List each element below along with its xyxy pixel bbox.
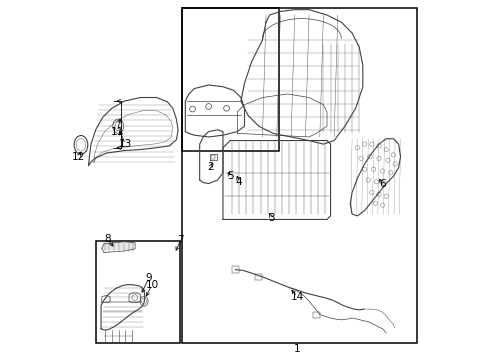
Bar — [255, 274, 262, 280]
Text: 7: 7 — [177, 235, 183, 245]
Text: 11: 11 — [111, 127, 124, 136]
Text: 14: 14 — [290, 292, 304, 302]
Text: 2: 2 — [207, 162, 213, 172]
Text: 10: 10 — [145, 280, 158, 290]
Text: 6: 6 — [379, 179, 385, 189]
Text: 13: 13 — [119, 139, 132, 149]
Text: 3: 3 — [267, 213, 274, 222]
Text: 1: 1 — [294, 344, 300, 354]
Text: 9: 9 — [145, 273, 152, 283]
Bar — [231, 266, 239, 273]
Bar — [211, 155, 215, 159]
Text: 8: 8 — [104, 234, 111, 244]
Bar — [96, 241, 180, 343]
Bar — [312, 312, 319, 318]
Text: 12: 12 — [72, 152, 85, 162]
Text: 5: 5 — [226, 171, 233, 181]
Text: 4: 4 — [235, 177, 242, 187]
Bar — [182, 8, 416, 343]
Bar — [182, 8, 278, 151]
